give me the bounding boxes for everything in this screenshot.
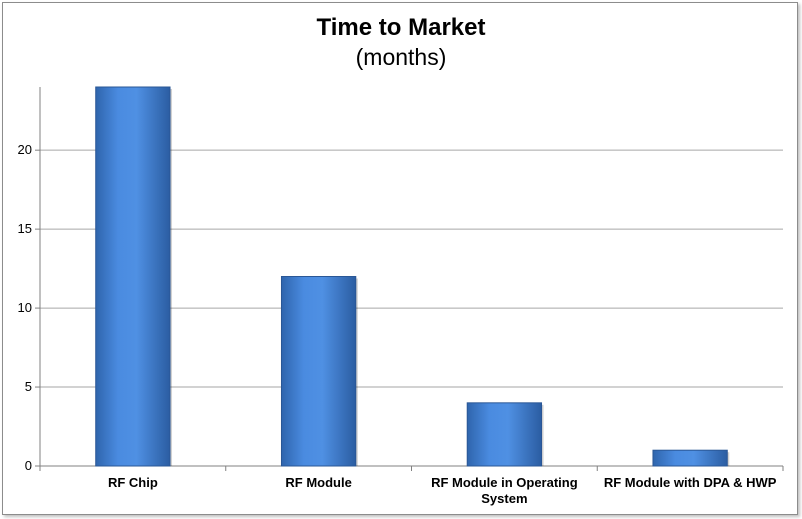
x-category-label: RF Module in Operating System	[431, 475, 578, 506]
y-tick-label: 15	[18, 221, 32, 236]
y-tick-label: 0	[25, 458, 32, 473]
bar	[280, 276, 357, 467]
x-category-label: RF Module with DPA & HWP	[604, 475, 777, 490]
bar	[652, 449, 728, 467]
y-tick-label: 5	[25, 379, 32, 394]
bar	[466, 402, 543, 467]
bar	[95, 86, 171, 467]
x-category-label: RF Chip	[108, 475, 158, 490]
chart-subtitle: (months)	[355, 44, 447, 70]
y-tick-label: 10	[18, 300, 32, 315]
x-category-label: RF Module	[285, 475, 351, 490]
chart-title: Time to Market	[316, 14, 486, 41]
y-tick-label: 20	[18, 142, 32, 157]
